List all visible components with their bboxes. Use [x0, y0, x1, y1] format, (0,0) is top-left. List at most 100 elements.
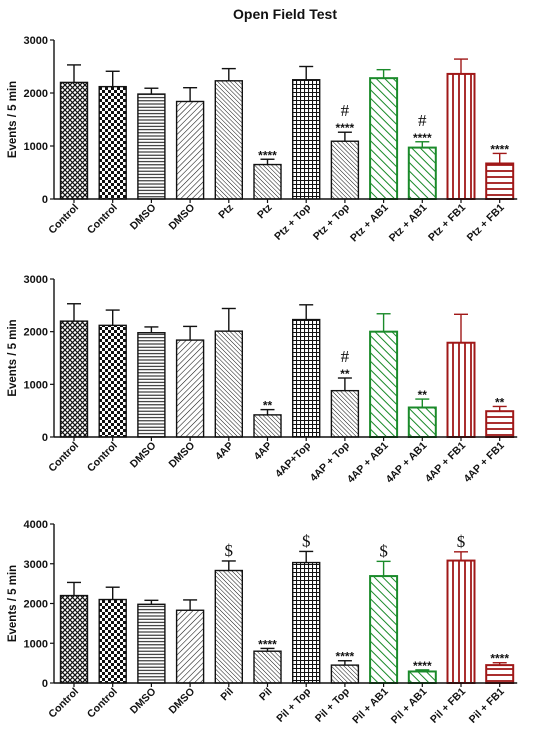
x-tick-label: Ptz + FB1	[465, 202, 507, 244]
significance-label: ****	[413, 131, 432, 145]
x-tick-label: Pil + FB1	[467, 686, 507, 726]
y-tick-label: 0	[42, 678, 48, 690]
significance-label: #	[341, 347, 350, 366]
bar-2	[98, 85, 127, 200]
x-tick-label: DMSO	[166, 440, 197, 471]
x-tick-label: 4AP + AB1	[384, 440, 430, 486]
significance-label: **	[418, 388, 428, 402]
bar-4	[175, 609, 205, 684]
x-tick-label: 4AP	[252, 440, 275, 463]
bar-6	[253, 163, 282, 200]
bar-6	[253, 650, 282, 684]
bar-11	[446, 72, 476, 200]
significance-label: ****	[490, 142, 509, 156]
bar-10	[407, 406, 437, 438]
y-axis-label: Events / 5 min	[7, 565, 19, 642]
bar-9	[369, 575, 399, 685]
x-tick-label: Pil + Top	[313, 686, 352, 725]
bar-11	[446, 341, 476, 438]
y-tick-label: 1000	[24, 141, 48, 153]
y-tick-label: 1000	[24, 379, 48, 391]
x-tick-label: Control	[85, 202, 120, 237]
significance-label: ****	[258, 637, 277, 651]
bar-11	[446, 559, 476, 685]
bar-6	[253, 414, 282, 438]
bar-5	[214, 569, 244, 684]
chart-panel-3: Events / 5 min 0 1000 2000 3000 4000 Control Co…	[7, 519, 518, 727]
x-tick-label: Pil + AB1	[389, 686, 430, 727]
x-tick-label: Pil + FB1	[428, 686, 468, 726]
bar-12	[485, 664, 515, 684]
x-tick-label: Pil + AB1	[350, 686, 391, 727]
significance-label: ****	[413, 659, 432, 673]
bar-7	[292, 318, 321, 438]
significance-label: ****	[490, 652, 509, 666]
bar-9	[369, 330, 399, 438]
x-tick-label: DMSO	[128, 686, 159, 717]
x-tick-label: Pil	[257, 686, 275, 704]
chart-panel-2: Events / 5 min 0 1000 2000 3000 Control Contro…	[7, 274, 518, 486]
bar-5	[214, 80, 244, 200]
y-axis-label: Events / 5 min	[7, 319, 19, 396]
bar-5	[214, 330, 244, 438]
x-tick-label: DMSO	[166, 686, 197, 717]
x-tick-label: Control	[85, 686, 120, 721]
bar-8	[330, 664, 360, 684]
y-tick-label: 2000	[24, 88, 48, 100]
significance-label: $	[457, 532, 466, 551]
bar-4	[175, 339, 205, 438]
y-tick-label: 0	[42, 194, 48, 206]
bar-8	[330, 389, 360, 438]
significance-label: #	[418, 111, 427, 130]
significance-label: ****	[336, 650, 355, 664]
x-tick-label: Control	[46, 686, 81, 721]
x-tick-label: 4AP+Top	[273, 440, 313, 480]
x-tick-label: Ptz + Top	[272, 202, 313, 243]
y-tick-label: 2000	[24, 327, 48, 339]
y-tick-label: 1000	[24, 638, 48, 650]
x-tick-label: DMSO	[128, 440, 159, 471]
x-tick-label: Ptz	[216, 202, 236, 222]
x-tick-label: Control	[46, 440, 81, 475]
y-axis-label: Events / 5 min	[7, 81, 19, 158]
bar-9	[369, 77, 399, 200]
x-tick-label: Pil	[218, 686, 236, 704]
bar-1	[59, 81, 89, 200]
x-tick-label: Pil + Top	[274, 686, 313, 725]
significance-label: ****	[258, 148, 277, 162]
bar-12	[485, 410, 515, 438]
significance-label: **	[340, 367, 350, 381]
bar-12	[485, 162, 515, 201]
bar-10	[407, 146, 437, 200]
significance-label: $	[379, 541, 388, 560]
significance-label: **	[495, 395, 505, 409]
y-tick-label: 2000	[24, 599, 48, 611]
y-tick-label: 3000	[24, 559, 48, 571]
x-tick-label: Ptz + AB1	[348, 202, 391, 245]
y-tick-label: 3000	[24, 35, 48, 47]
y-tick-label: 0	[42, 432, 48, 444]
bar-3	[137, 332, 166, 438]
significance-label: #	[341, 101, 350, 120]
bar-7	[292, 561, 321, 684]
x-tick-label: DMSO	[166, 202, 197, 233]
significance-label: **	[263, 399, 273, 413]
bar-4	[175, 100, 205, 200]
bar-3	[137, 603, 166, 684]
figure-title: Open Field Test	[233, 6, 337, 22]
bar-1	[59, 320, 89, 438]
x-tick-label: 4AP + FB1	[462, 440, 507, 485]
x-tick-label: 4AP + FB1	[423, 440, 468, 485]
bar-8	[330, 140, 360, 200]
x-tick-label: Control	[46, 202, 81, 237]
significance-label: $	[225, 541, 234, 560]
significance-label: ****	[336, 121, 355, 135]
y-tick-label: 3000	[24, 274, 48, 286]
y-tick-label: 4000	[24, 519, 48, 531]
bar-1	[59, 594, 89, 684]
x-tick-label: Control	[85, 440, 120, 475]
x-tick-label: DMSO	[128, 202, 159, 233]
x-tick-label: Ptz	[255, 202, 275, 222]
bar-2	[98, 598, 127, 684]
